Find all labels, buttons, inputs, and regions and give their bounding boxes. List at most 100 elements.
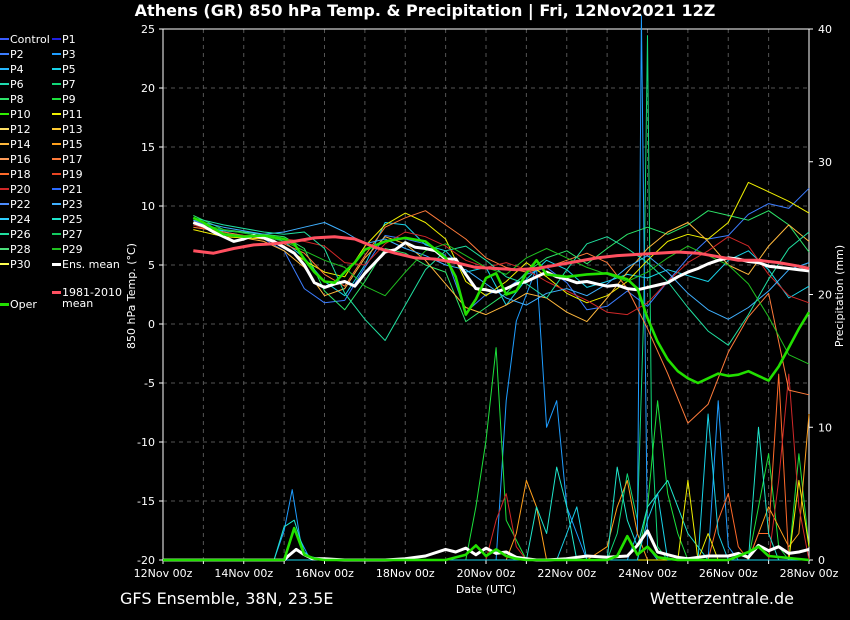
legend-label: P21 [62,183,83,196]
legend-item: Control [0,34,50,46]
y2-tick-label: 20 [818,289,832,302]
legend-label: P1 [62,33,76,46]
legend-item: P27 [52,229,83,241]
series-line-1981-2010-mean [193,235,810,272]
legend-label: P14 [10,138,31,151]
series-line-p26 [193,217,810,346]
legend-label: P15 [62,138,83,151]
legend-label: P8 [10,93,24,106]
legend-swatch [0,128,9,130]
legend-item: P2 [0,49,24,61]
legend-item: P15 [52,139,83,151]
legend-swatch [52,262,61,266]
series-line-p7-precip [163,35,809,561]
legend-label: Oper [10,298,37,311]
legend-item: P14 [0,139,31,151]
legend-label: 1981-2010 mean [62,286,122,310]
legend-item: P28 [0,244,31,256]
legend-swatch [52,53,61,55]
legend-swatch [0,218,9,220]
y-tick-label: -20 [137,554,155,567]
legend-label: P23 [62,198,83,211]
legend-item: P24 [0,214,31,226]
legend-label: P18 [10,168,31,181]
x-tick-label: 16Nov 00z [295,567,354,580]
legend-swatch [52,290,61,294]
y-tick-label: 20 [141,82,155,95]
x-tick-label: 22Nov 00z [537,567,596,580]
legend-swatch [52,98,61,100]
legend-label: P29 [62,243,83,256]
legend-swatch [0,38,9,40]
y-tick-label: 15 [141,141,155,154]
legend-label: P25 [62,213,83,226]
legend-label: P16 [10,153,31,166]
legend-item: P1 [52,34,76,46]
legend-label: P9 [62,93,76,106]
chart-title: Athens (GR) 850 hPa Temp. & Precipitatio… [134,1,716,20]
legend-swatch [0,68,9,70]
legend-swatch [0,233,9,235]
legend-item: P17 [52,154,83,166]
legend-item: P21 [52,184,83,196]
legend-swatch [52,83,61,85]
y-tick-label: -15 [137,495,155,508]
y-tick-label: 0 [148,318,155,331]
series-line-p2 [193,187,810,313]
series-line-p15-precip [163,413,810,561]
legend-item: P8 [0,94,24,106]
legend-label: P19 [62,168,83,181]
series-line-p14 [193,222,810,323]
legend-label: P10 [10,108,31,121]
legend-item: P18 [0,169,31,181]
y2-tick-label: 40 [818,23,832,36]
legend-item: P11 [52,109,83,121]
legend-swatch [52,158,61,160]
x-axis-label: Date (UTC) [456,583,516,596]
x-tick-label: 26Nov 00z [699,567,758,580]
legend-item: P7 [52,79,76,91]
legend-item: P12 [0,124,31,136]
legend-item: Ens. mean [52,259,120,271]
legend-swatch [52,218,61,220]
y2-tick-label: 0 [818,554,825,567]
legend-swatch [0,158,9,160]
legend-item: P4 [0,64,24,76]
legend-swatch [52,173,61,175]
x-tick-label: 12Nov 00z [134,567,193,580]
series-line-p29 [193,222,810,365]
legend-label: P11 [62,108,83,121]
legend-swatch [0,113,9,115]
legend-item: P3 [52,49,76,61]
y2-tick-label: 10 [818,421,832,434]
legend-label: P27 [62,228,83,241]
y2-tick-label: 30 [818,156,832,169]
legend-label: P6 [10,78,24,91]
legend-swatch [0,83,9,85]
legend-label: P12 [10,123,31,136]
legend-swatch [0,53,9,55]
grid [163,29,809,560]
legend-swatch [0,263,9,265]
legend-swatch [52,188,61,190]
y-tick-label: -10 [137,436,155,449]
legend-item: Oper [0,299,37,311]
legend-item: P16 [0,154,31,166]
x-tick-label: 20Nov 00z [457,567,516,580]
axes: 25 20 15 10 5 0 -5 -10 -15 -20 40 30 20 10 0 12Nov 00z 1… [134,23,839,580]
legend-item: P25 [52,214,83,226]
legend-label: P13 [62,123,83,136]
x-tick-label: 28Nov 00z [780,567,839,580]
legend-item: P26 [0,229,31,241]
legend-label: P2 [10,48,24,61]
legend-item: P10 [0,109,31,121]
legend-label: P7 [62,78,76,91]
series-line-p23 [193,219,810,320]
legend-swatch [0,143,9,145]
legend-swatch [0,302,9,306]
legend-label: P4 [10,63,24,76]
site-credit: Wetterzentrale.de [649,589,794,608]
legend-label: P22 [10,198,31,211]
legend-item: P5 [52,64,76,76]
y2-axis-label: Precipitation (mm) [833,245,846,347]
